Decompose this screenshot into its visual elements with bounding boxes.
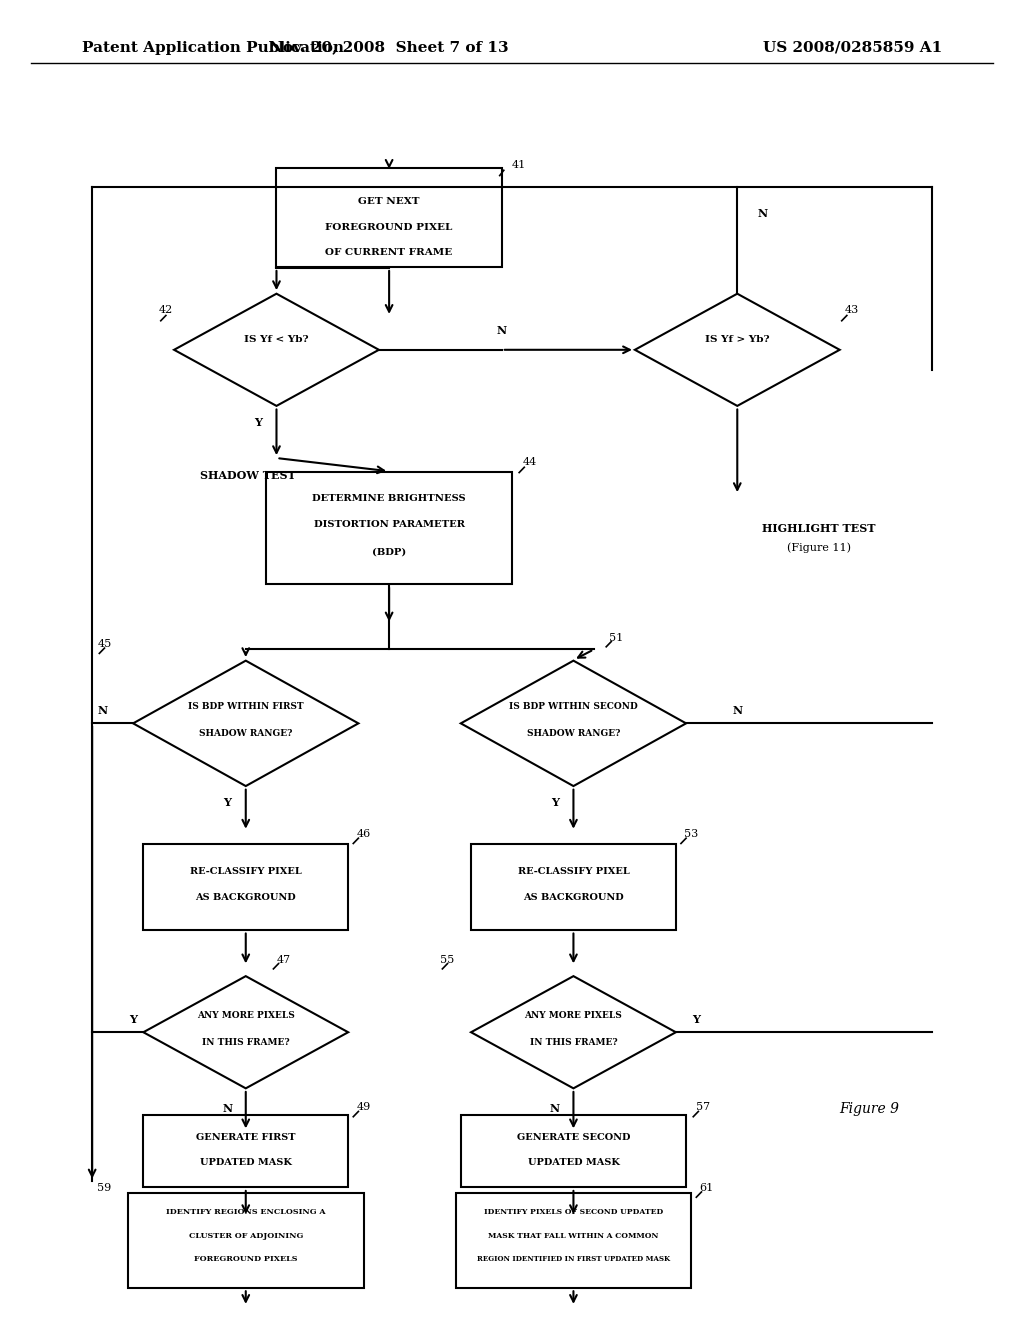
Text: GENERATE SECOND: GENERATE SECOND <box>517 1134 630 1142</box>
Text: Y: Y <box>551 797 559 808</box>
Text: (Figure 11): (Figure 11) <box>787 543 851 553</box>
FancyBboxPatch shape <box>143 1114 348 1188</box>
Text: Y: Y <box>129 1014 137 1024</box>
FancyBboxPatch shape <box>461 1114 686 1188</box>
Text: IN THIS FRAME?: IN THIS FRAME? <box>529 1039 617 1047</box>
Text: 43: 43 <box>845 305 859 315</box>
Text: Figure 9: Figure 9 <box>840 1102 900 1115</box>
Text: ANY MORE PIXELS: ANY MORE PIXELS <box>524 1011 623 1019</box>
Text: (BDP): (BDP) <box>372 548 407 556</box>
Text: 51: 51 <box>609 632 624 643</box>
Text: RE-CLASSIFY PIXEL: RE-CLASSIFY PIXEL <box>189 867 302 875</box>
Text: 47: 47 <box>276 954 291 965</box>
Text: CLUSTER OF ADJOINING: CLUSTER OF ADJOINING <box>188 1232 303 1239</box>
Text: AS BACKGROUND: AS BACKGROUND <box>523 894 624 902</box>
Text: Patent Application Publication: Patent Application Publication <box>82 41 344 54</box>
Text: N: N <box>97 705 108 715</box>
Polygon shape <box>174 294 379 407</box>
Text: IS BDP WITHIN SECOND: IS BDP WITHIN SECOND <box>509 702 638 710</box>
Text: 53: 53 <box>684 829 698 840</box>
Text: AS BACKGROUND: AS BACKGROUND <box>196 894 296 902</box>
Text: FOREGROUND PIXEL: FOREGROUND PIXEL <box>326 223 453 231</box>
Text: IS BDP WITHIN FIRST: IS BDP WITHIN FIRST <box>188 702 303 710</box>
Text: 42: 42 <box>159 305 173 315</box>
Polygon shape <box>143 977 348 1088</box>
Text: IS Yf > Yb?: IS Yf > Yb? <box>705 335 770 343</box>
Text: Y: Y <box>254 417 262 428</box>
Polygon shape <box>471 977 676 1088</box>
FancyBboxPatch shape <box>143 845 348 929</box>
Text: 46: 46 <box>356 829 371 840</box>
Polygon shape <box>461 660 686 785</box>
Text: 59: 59 <box>97 1183 112 1193</box>
Polygon shape <box>635 294 840 407</box>
Polygon shape <box>133 660 358 785</box>
Text: Nov. 20, 2008  Sheet 7 of 13: Nov. 20, 2008 Sheet 7 of 13 <box>269 41 509 54</box>
Text: SHADOW RANGE?: SHADOW RANGE? <box>199 730 293 738</box>
Text: IN THIS FRAME?: IN THIS FRAME? <box>202 1039 290 1047</box>
Text: 55: 55 <box>440 954 455 965</box>
Text: GET NEXT: GET NEXT <box>358 198 420 206</box>
Text: N: N <box>550 1104 560 1114</box>
Text: N: N <box>497 325 507 335</box>
Text: N: N <box>222 1104 232 1114</box>
Text: MASK THAT FALL WITHIN A COMMON: MASK THAT FALL WITHIN A COMMON <box>488 1232 658 1239</box>
Text: 61: 61 <box>699 1183 714 1193</box>
FancyBboxPatch shape <box>471 845 676 929</box>
Text: IDENTIFY PIXELS OF SECOND UPDATED: IDENTIFY PIXELS OF SECOND UPDATED <box>483 1208 664 1216</box>
Text: HIGHLIGHT TEST: HIGHLIGHT TEST <box>763 523 876 533</box>
Text: UPDATED MASK: UPDATED MASK <box>527 1159 620 1167</box>
Text: IDENTIFY REGIONS ENCLOSING A: IDENTIFY REGIONS ENCLOSING A <box>166 1208 326 1216</box>
Text: N: N <box>758 209 768 219</box>
Text: GENERATE FIRST: GENERATE FIRST <box>196 1134 296 1142</box>
Text: RE-CLASSIFY PIXEL: RE-CLASSIFY PIXEL <box>517 867 630 875</box>
Text: 44: 44 <box>522 457 537 467</box>
Text: REGION IDENTIFIED IN FIRST UPDATED MASK: REGION IDENTIFIED IN FIRST UPDATED MASK <box>477 1255 670 1263</box>
FancyBboxPatch shape <box>456 1193 691 1288</box>
Text: ANY MORE PIXELS: ANY MORE PIXELS <box>197 1011 295 1019</box>
Text: US 2008/0285859 A1: US 2008/0285859 A1 <box>763 41 942 54</box>
Text: FOREGROUND PIXELS: FOREGROUND PIXELS <box>194 1255 298 1263</box>
Text: DETERMINE BRIGHTNESS: DETERMINE BRIGHTNESS <box>312 495 466 503</box>
Text: Y: Y <box>692 1014 700 1024</box>
FancyBboxPatch shape <box>266 473 512 583</box>
Text: N: N <box>732 705 742 715</box>
Text: SHADOW RANGE?: SHADOW RANGE? <box>526 730 621 738</box>
Text: SHADOW TEST: SHADOW TEST <box>200 470 296 480</box>
Text: 57: 57 <box>696 1102 711 1113</box>
FancyBboxPatch shape <box>276 169 502 267</box>
Text: DISTORTION PARAMETER: DISTORTION PARAMETER <box>313 520 465 528</box>
Text: IS Yf < Yb?: IS Yf < Yb? <box>244 335 309 343</box>
FancyBboxPatch shape <box>128 1193 364 1288</box>
Text: UPDATED MASK: UPDATED MASK <box>200 1159 292 1167</box>
Text: OF CURRENT FRAME: OF CURRENT FRAME <box>326 248 453 256</box>
Text: 49: 49 <box>356 1102 371 1113</box>
Text: 45: 45 <box>97 639 112 649</box>
Text: 41: 41 <box>512 160 526 170</box>
Text: Y: Y <box>223 797 231 808</box>
